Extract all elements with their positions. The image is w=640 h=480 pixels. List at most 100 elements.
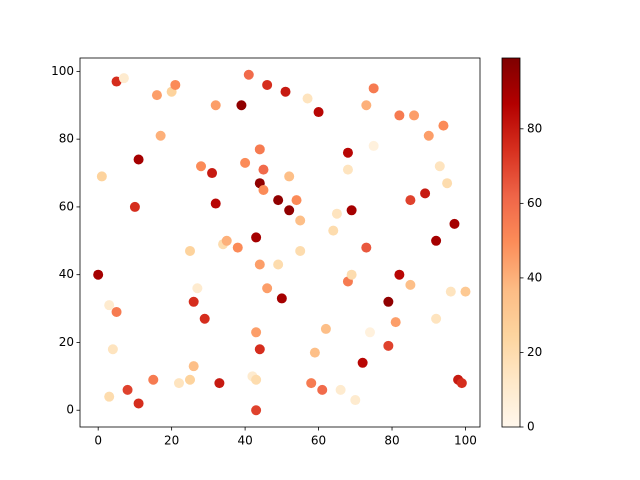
scatter-point [240, 157, 251, 168]
scatter-point [295, 215, 306, 226]
scatter-point [192, 283, 203, 294]
colorbar-tick-label: 80 [527, 121, 542, 135]
scatter-point [405, 195, 416, 206]
scatter-point [122, 384, 133, 395]
scatter-point [210, 100, 221, 111]
scatter-point [199, 313, 210, 324]
scatter-point [368, 83, 379, 94]
scatter-point [185, 374, 196, 385]
colorbar-tick-label: 60 [527, 196, 542, 210]
scatter-point [196, 161, 207, 172]
colorbar-tick-label: 40 [527, 270, 542, 284]
scatter-point [390, 317, 401, 328]
scatter-point [364, 327, 375, 338]
scatter-point [188, 361, 199, 372]
axes-frame [79, 57, 481, 428]
scatter-point [346, 269, 357, 280]
scatter-point [133, 398, 144, 409]
scatter-point [284, 205, 295, 216]
scatter-point [346, 205, 357, 216]
scatter-point [442, 178, 453, 189]
scatter-point [357, 357, 368, 368]
scatter-point [111, 306, 122, 317]
scatter-point [342, 147, 353, 158]
scatter-point [251, 405, 262, 416]
scatter-point [254, 144, 265, 155]
scatter-point [185, 245, 196, 256]
scatter-point [306, 378, 317, 389]
scatter-point [251, 374, 262, 385]
y-tick-label: 80 [59, 132, 74, 146]
y-tick-label: 40 [59, 267, 74, 281]
scatter-point [309, 347, 320, 358]
scatter-point [214, 378, 225, 389]
scatter-point [221, 235, 232, 246]
scatter-point [170, 79, 181, 90]
scatter-point [96, 171, 107, 182]
scatter-point [405, 279, 416, 290]
scatter-point [280, 86, 291, 97]
scatter-point [394, 269, 405, 280]
scatter-point [104, 300, 115, 311]
scatter-point [335, 384, 346, 395]
scatter-point [331, 208, 342, 219]
scatter-point [431, 235, 442, 246]
scatter-point [445, 286, 456, 297]
scatter-point [320, 323, 331, 334]
scatter-point [383, 296, 394, 307]
colorbar-tick-label: 0 [527, 420, 535, 434]
scatter-point [438, 120, 449, 131]
scatter-point [456, 378, 467, 389]
scatter-point [93, 269, 104, 280]
scatter-point [148, 374, 159, 385]
scatter-point [276, 293, 287, 304]
scatter-point [383, 340, 394, 351]
scatter-point [361, 100, 372, 111]
scatter-point [118, 73, 129, 84]
y-tick-label: 0 [66, 403, 74, 417]
scatter-point [207, 168, 218, 179]
scatter-point [107, 344, 118, 355]
scatter-point [394, 110, 405, 121]
scatter-point [368, 140, 379, 151]
y-tick-label: 100 [51, 64, 74, 78]
scatter-point [155, 130, 166, 141]
scatter-point [342, 164, 353, 175]
scatter-point [434, 161, 445, 172]
scatter-point [251, 232, 262, 243]
x-tick-label: 0 [94, 434, 102, 448]
scatter-point [328, 225, 339, 236]
x-tick-label: 40 [237, 434, 252, 448]
scatter-point [350, 395, 361, 406]
scatter-point [262, 79, 273, 90]
scatter-point [151, 90, 162, 101]
scatter-point [133, 154, 144, 165]
scatter-point [302, 93, 313, 104]
scatter-point [361, 242, 372, 253]
scatter-point [423, 130, 434, 141]
scatter-point [254, 259, 265, 270]
x-tick-label: 80 [384, 434, 399, 448]
scatter-point [273, 195, 284, 206]
scatter-point [258, 184, 269, 195]
scatter-point [409, 110, 420, 121]
scatter-point [313, 107, 324, 118]
scatter-point [210, 198, 221, 209]
scatter-point [251, 327, 262, 338]
scatter-point [236, 100, 247, 111]
y-tick-label: 20 [59, 335, 74, 349]
scatter-point [258, 164, 269, 175]
scatter-point [273, 259, 284, 270]
scatter-point [129, 201, 140, 212]
scatter-point [420, 188, 431, 199]
scatter-point [291, 195, 302, 206]
scatter-point [431, 313, 442, 324]
x-tick-label: 20 [164, 434, 179, 448]
x-tick-label: 100 [454, 434, 477, 448]
scatter-point [449, 218, 460, 229]
scatter-point [460, 286, 471, 297]
scatter-point [284, 171, 295, 182]
scatter-point [232, 242, 243, 253]
y-tick-label: 60 [59, 199, 74, 213]
